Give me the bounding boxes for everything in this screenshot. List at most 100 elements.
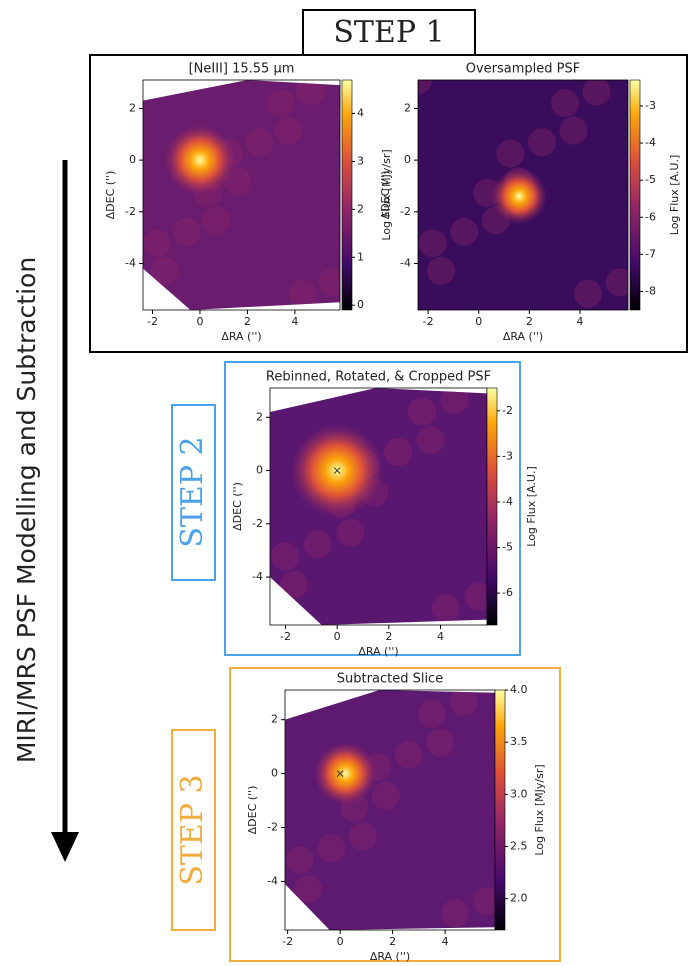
heatmap-texture <box>285 846 314 875</box>
heatmap-texture <box>418 80 432 94</box>
colorbar-label: Log Flux [A.U.] <box>525 466 538 546</box>
heatmap-texture <box>440 388 469 414</box>
heatmap-texture <box>371 781 400 810</box>
x-tick-label: 2 <box>385 630 392 643</box>
y-tick-label: -2 <box>125 205 136 218</box>
heatmap-texture <box>201 206 230 235</box>
x-axis-label: ΔRA ('') <box>370 950 410 962</box>
heatmap-bg <box>270 388 487 625</box>
x-tick-label: -2 <box>280 630 291 643</box>
heatmap <box>418 80 628 310</box>
heatmap-texture <box>426 728 455 757</box>
colorbar-tick-label: 1 <box>357 250 364 263</box>
psf-core <box>164 124 236 196</box>
step2-frame <box>224 361 521 656</box>
y-axis-label: ΔDEC ('') <box>104 171 117 220</box>
panel-title: Oversampled PSF <box>466 62 581 77</box>
heatmap-texture <box>279 570 308 599</box>
colorbar-label: Log Flux [MJy/sr] <box>533 764 546 855</box>
heatmap-texture <box>574 279 603 308</box>
heatmap-texture <box>472 887 495 916</box>
heatmap-texture <box>274 116 303 145</box>
y-axis-label: ΔDEC ('') <box>379 171 392 220</box>
y-tick-label: -2 <box>252 517 263 530</box>
y-tick-label: 2 <box>129 101 136 114</box>
step2-box <box>171 404 216 581</box>
colorbar-tick-label: 3 <box>357 154 364 167</box>
x-tick-label: -2 <box>147 315 158 328</box>
heatmap-texture <box>416 426 445 455</box>
step2-label: STEP 2 <box>175 436 210 547</box>
colorbar-tick-label: 2.5 <box>510 840 528 853</box>
heatmap-texture <box>559 116 588 145</box>
y-tick-label: -4 <box>267 874 278 887</box>
colorbar-tick-label: 3.0 <box>510 787 528 800</box>
y-tick-label: 0 <box>129 153 136 166</box>
heatmap-texture <box>450 217 479 246</box>
x-tick-label: 0 <box>196 315 203 328</box>
colorbar-tick-label: 3.5 <box>510 735 528 748</box>
step3-box <box>171 729 216 931</box>
panel-title: [NeIII] 15.55 μm <box>189 62 295 77</box>
heatmap-texture <box>427 256 456 285</box>
x-axis-label: ΔRA ('') <box>221 330 261 343</box>
y-tick-label: -2 <box>400 205 411 218</box>
colorbar-tick-label: 2.0 <box>510 892 528 905</box>
arrow-head <box>51 832 79 862</box>
x-axis-label: ΔRA ('') <box>503 330 543 343</box>
heatmap-texture <box>605 268 628 297</box>
colorbar-tick-label: -7 <box>645 247 656 260</box>
heatmap-texture <box>288 279 317 308</box>
heatmap <box>143 80 340 310</box>
colorbar-tick-label: -5 <box>502 541 513 554</box>
colorbar-tick-label: 0 <box>357 298 364 311</box>
colorbar-tick-label: -8 <box>645 284 656 297</box>
colorbar-tick-label: 4 <box>357 107 364 120</box>
heatmap-texture <box>418 229 447 258</box>
heatmap-texture <box>271 542 300 571</box>
heatmap-texture <box>336 518 365 547</box>
x-tick-label: 4 <box>442 935 449 948</box>
colorbar-tick-label: -5 <box>645 173 656 186</box>
y-tick-label: 0 <box>271 767 278 780</box>
heatmap-texture <box>431 594 460 623</box>
x-tick-label: 2 <box>389 935 396 948</box>
y-axis-label: ΔDEC ('') <box>231 482 244 531</box>
psf-core <box>313 742 377 806</box>
heatmap-texture <box>449 690 478 716</box>
heatmap <box>270 388 487 625</box>
colorbar <box>341 79 353 311</box>
panel-title: Subtracted Slice <box>337 672 443 687</box>
heatmap <box>285 690 495 930</box>
panel-title: Rebinned, Rotated, & Cropped PSF <box>266 370 491 385</box>
colorbar-tick-label: 2 <box>357 202 364 215</box>
x-tick-label: 4 <box>576 315 583 328</box>
y-tick-label: -4 <box>252 570 263 583</box>
heatmap-texture <box>150 256 179 285</box>
colorbar-tick-label: 4.0 <box>510 683 528 696</box>
y-tick-label: 0 <box>256 464 263 477</box>
x-tick-label: 0 <box>337 935 344 948</box>
x-tick-label: 2 <box>526 315 533 328</box>
heatmap-texture <box>294 875 323 904</box>
x-tick-label: -2 <box>282 935 293 948</box>
colorbar <box>494 689 506 931</box>
heatmap-texture <box>348 822 377 851</box>
axes-frame <box>142 79 341 311</box>
step1-label: STEP 1 <box>333 15 444 50</box>
heatmap-texture <box>318 268 340 297</box>
colorbar-tick-label: -6 <box>645 210 656 223</box>
x-axis-label: ΔRA ('') <box>358 645 398 658</box>
x-tick-label: -2 <box>423 315 434 328</box>
x-tick-label: 0 <box>334 630 341 643</box>
x-tick-label: 0 <box>475 315 482 328</box>
heatmap-texture <box>143 229 171 258</box>
heatmap-texture <box>441 899 470 928</box>
heatmap-texture <box>496 139 525 168</box>
heatmap-bg <box>143 80 340 310</box>
y-tick-label: 2 <box>256 410 263 423</box>
heatmap-texture <box>245 128 274 157</box>
heatmap-texture <box>394 740 423 769</box>
center-marker <box>333 467 341 474</box>
